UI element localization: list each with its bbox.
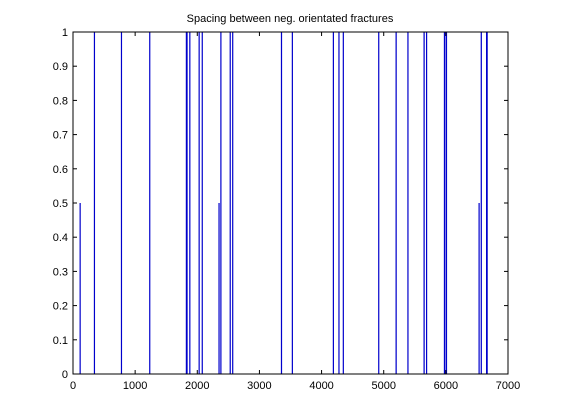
y-tick-label-0: 0 — [62, 369, 68, 381]
y-tick-label-4: 0.4 — [53, 232, 68, 244]
x-tick-label-5: 5000 — [371, 380, 395, 392]
y-tick-label-10: 1 — [62, 27, 68, 39]
bar-7 — [201, 32, 203, 374]
bar-9 — [220, 32, 222, 374]
bar-15 — [338, 32, 340, 374]
y-tick-label-3: 0.3 — [53, 266, 68, 278]
bar-25 — [480, 32, 482, 374]
bar-19 — [407, 32, 409, 374]
y-tick-label-6: 0.6 — [53, 164, 68, 176]
x-tick-label-2: 2000 — [185, 380, 209, 392]
x-tick-label-6: 6000 — [434, 380, 458, 392]
plot-frame — [72, 31, 509, 375]
bar-20 — [423, 32, 425, 374]
x-axis: 0 1000 2000 3000 4000 5000 6000 7000 — [70, 32, 520, 392]
bar-2 — [120, 32, 123, 374]
bar-24 — [478, 203, 480, 374]
bar-14 — [332, 32, 334, 374]
y-tick-label-7: 0.7 — [53, 130, 68, 142]
bar-10 — [229, 32, 231, 374]
bar-26 — [486, 32, 488, 374]
bar-17 — [378, 32, 380, 374]
y-tick-label-9: 0.9 — [53, 61, 68, 73]
y-tick-label-8: 0.8 — [53, 95, 68, 107]
chart-title: Spacing between neg. orientated fracture… — [187, 13, 394, 25]
x-tick-label-7: 7000 — [496, 380, 520, 392]
bar-12 — [280, 32, 283, 374]
x-tick-label-3: 3000 — [247, 380, 271, 392]
x-tick-label-1: 1000 — [123, 380, 147, 392]
bar-21 — [425, 32, 428, 374]
y-axis: 0 0.1 0.2 0.3 0.4 0.5 0.6 0.7 0.8 0.9 1 — [53, 27, 508, 381]
bar-4 — [185, 32, 188, 374]
bar-13 — [291, 32, 293, 374]
x-tick-label-4: 4000 — [309, 380, 333, 392]
y-tick-label-2: 0.2 — [53, 301, 68, 313]
bar-5 — [189, 32, 191, 374]
bar-series — [79, 32, 488, 374]
bar-23 — [445, 32, 448, 374]
y-tick-label-5: 0.5 — [53, 198, 68, 210]
bar-11 — [232, 32, 234, 374]
bar-16 — [342, 32, 344, 374]
plot-area — [73, 32, 508, 374]
x-tick-label-0: 0 — [70, 380, 76, 392]
bar-1 — [93, 32, 96, 374]
bar-8 — [218, 203, 220, 374]
bar-22 — [443, 32, 446, 374]
y-tick-label-1: 0.1 — [53, 335, 68, 347]
bar-6 — [198, 32, 200, 374]
bar-3 — [149, 32, 151, 374]
bar-18 — [395, 32, 397, 374]
bar-0 — [79, 203, 81, 374]
